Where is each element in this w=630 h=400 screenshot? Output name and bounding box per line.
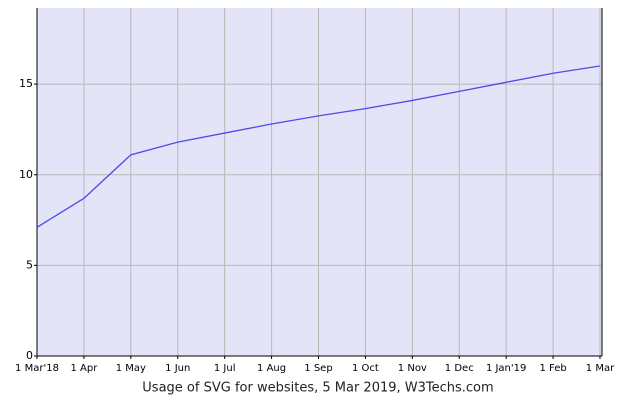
x-tick-label: 1 Aug bbox=[257, 363, 286, 374]
data-line bbox=[36, 65, 601, 228]
x-tick-label: 1 Jul bbox=[214, 363, 236, 374]
x-tick-label: 1 May bbox=[116, 363, 146, 374]
x-tick-label: 1 Apr bbox=[70, 363, 98, 374]
x-tick-label: 1 Nov bbox=[398, 363, 427, 374]
plot-area bbox=[37, 8, 602, 356]
chart-title: Usage of SVG for websites, 5 Mar 2019, W… bbox=[142, 381, 493, 396]
x-tick-label: 1 Mar'18 bbox=[15, 363, 59, 374]
x-tick-label: 1 Jan'19 bbox=[486, 363, 526, 374]
x-tick-label: 1 Feb bbox=[539, 363, 566, 374]
y-tick-label: 10 bbox=[19, 168, 33, 181]
y-tick-label: 0 bbox=[26, 349, 33, 362]
y-tick-label: 15 bbox=[19, 77, 33, 90]
x-tick-label: 1 Oct bbox=[352, 363, 379, 374]
x-tick-label: 1 Dec bbox=[445, 363, 474, 374]
x-tick-label: 1 Mar bbox=[586, 363, 615, 374]
y-tick-label: 5 bbox=[26, 258, 33, 271]
x-tick-label: 1 Sep bbox=[304, 363, 332, 374]
x-tick-label: 1 Jun bbox=[165, 363, 190, 374]
